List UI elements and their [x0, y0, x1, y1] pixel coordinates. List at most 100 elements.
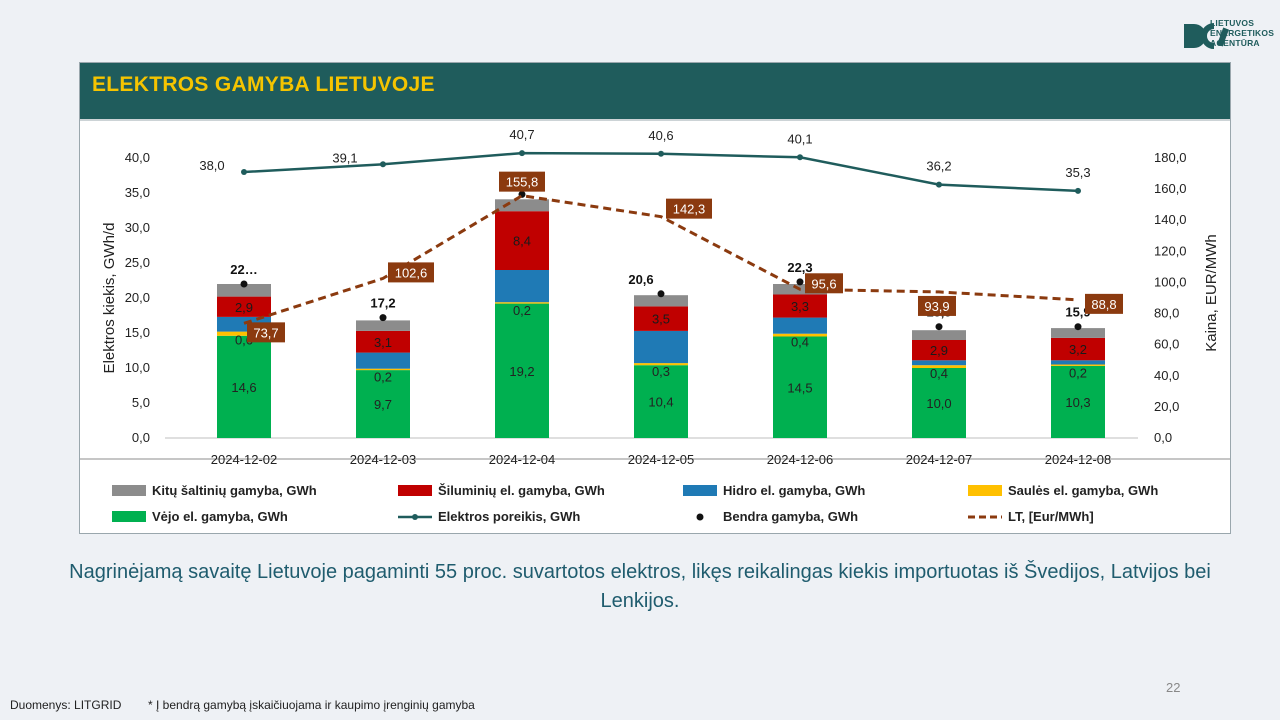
bar-value-label: 0,3 [652, 364, 670, 379]
x-tick-label: 2024-12-07 [906, 452, 973, 467]
bar-value-label: 2,9 [930, 343, 948, 358]
total-point [796, 278, 804, 286]
bar-value-label: 14,6 [231, 380, 256, 395]
y2-tick-label: 40,0 [1154, 368, 1179, 383]
y-tick-label: 20,0 [125, 290, 150, 305]
bar-value-label: 10,0 [926, 396, 951, 411]
bar-segment [1051, 337, 1105, 361]
chart-title: ELEKTROS GAMYBA LIETUVOJE [92, 73, 435, 96]
bar-segment [356, 370, 410, 438]
bar-segment [1051, 328, 1105, 338]
bar-value-label: 3,5 [652, 312, 670, 327]
demand-point [658, 150, 664, 157]
y2-tick-label: 120,0 [1154, 243, 1187, 258]
price-label: 155,8 [506, 175, 539, 190]
bar-segment [217, 331, 271, 336]
demand-line [243, 151, 1079, 193]
bar-segment [1051, 360, 1105, 365]
demand-point [380, 161, 386, 168]
bar-value-label: 0,2 [513, 303, 531, 318]
caption: Nagrinėjamą savaitę Lietuvoje pagaminti … [69, 561, 1211, 612]
bar-segment [356, 320, 410, 331]
total-label: 15,9 [1065, 305, 1090, 320]
price-label: 88,8 [1091, 297, 1116, 312]
bar-segment [912, 340, 966, 361]
y2-tick-label: 100,0 [1154, 274, 1187, 289]
y-tick-label: 5,0 [132, 395, 150, 410]
y-tick-label: 0,0 [132, 430, 150, 445]
bar-segment [495, 270, 549, 303]
y-axis-title: Elektros kiekis, GWh/d [101, 223, 118, 374]
bar-segment [912, 360, 966, 366]
bar-value-label: 3,3 [791, 299, 809, 314]
bar-segment [495, 211, 549, 270]
bar-value-label: 0,2 [374, 370, 392, 385]
bar-segment [217, 296, 271, 317]
legend-swatch [398, 485, 432, 496]
bar-value-label: 10,4 [648, 395, 673, 410]
legend-swatch [696, 513, 704, 521]
x-tick-label: 2024-12-06 [767, 452, 834, 467]
bar-segment [773, 317, 827, 334]
bar-segment [634, 330, 688, 364]
total-label: 22… [230, 262, 257, 277]
demand-point [519, 150, 525, 157]
bar-segment [912, 368, 966, 438]
price-label: 95,6 [811, 276, 836, 291]
total-point [935, 323, 943, 331]
legend-label: Elektros poreikis, GWh [438, 509, 580, 524]
y2-tick-label: 20,0 [1154, 399, 1179, 414]
demand-point [936, 181, 942, 188]
bar-segment [356, 368, 410, 371]
legend-swatch [412, 514, 418, 520]
legend-label: Šiluminių el. gamyba, GWh [438, 483, 605, 498]
source-text: Duomenys: LITGRID [10, 698, 122, 712]
bar-value-label: 10,3 [1065, 395, 1090, 410]
legend-label: Saulės el. gamyba, GWh [1008, 483, 1158, 498]
demand-point [1075, 187, 1081, 194]
total-point [379, 314, 387, 322]
logo-text: LIETUVOS ENERGETIKOS AGENTŪRA [1210, 18, 1274, 48]
total-point [657, 290, 665, 298]
x-tick-label: 2024-12-02 [211, 452, 278, 467]
x-tick-label: 2024-12-05 [628, 452, 695, 467]
price-label-box [666, 198, 712, 219]
bar-segment [773, 294, 827, 318]
chart-svg: 0,0 5,0 10,0 15,0 20,0 25,0 30,0 35,0 40,0 0,0 20,… [80, 119, 1230, 524]
bar-segment [1051, 365, 1105, 438]
bar-segment [356, 330, 410, 353]
y-tick-label: 30,0 [125, 220, 150, 235]
demand-label: 38,0 [199, 158, 224, 173]
legend-label: Kitų šaltinių gamyba, GWh [152, 483, 317, 498]
bar-segment [773, 336, 827, 438]
price-line [243, 194, 1079, 325]
total-point [240, 280, 248, 288]
bar-segment [634, 363, 688, 366]
price-label-box [247, 322, 285, 343]
price-label: 102,6 [395, 265, 428, 280]
y2-tick-label: 60,0 [1154, 337, 1179, 352]
price-label-box [918, 295, 956, 316]
bar-segment [356, 352, 410, 369]
bar-value-label: 3,2 [1069, 342, 1087, 357]
bar-value-label: 0,4 [930, 366, 948, 381]
price-label: 142,3 [673, 202, 706, 217]
price-label-box [499, 171, 545, 192]
legend-label: LT, [Eur/MWh] [1008, 509, 1094, 524]
y2-tick-label: 0,0 [1154, 430, 1172, 445]
bar-segment [912, 330, 966, 340]
x-tick-label: 2024-12-08 [1045, 452, 1112, 467]
y-tick-label: 40,0 [125, 150, 150, 165]
demand-label: 35,3 [1065, 165, 1090, 180]
price-label: 93,9 [924, 299, 949, 314]
page-number: 22 [1166, 680, 1181, 695]
legend-label: Hidro el. gamyba, GWh [723, 483, 865, 498]
x-tick-label: 2024-12-03 [350, 452, 417, 467]
bar-segment [773, 333, 827, 337]
demand-label: 40,6 [648, 128, 673, 143]
y2-tick-label: 160,0 [1154, 181, 1187, 196]
bar-segment [495, 303, 549, 438]
y2-tick-label: 80,0 [1154, 306, 1179, 321]
demand-point [797, 154, 803, 161]
legend-swatch [112, 485, 146, 496]
